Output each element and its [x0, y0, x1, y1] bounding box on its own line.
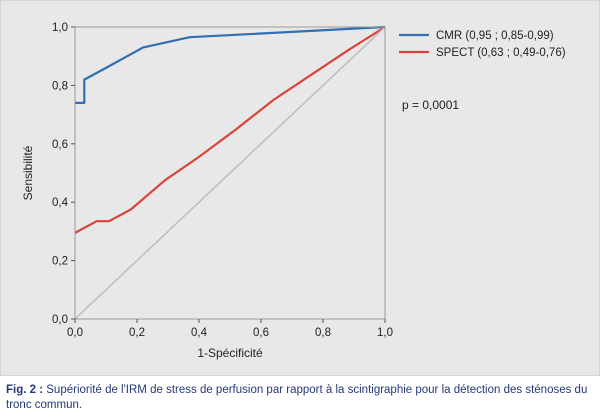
- x-tick-label: 0,2: [129, 327, 145, 339]
- legend-label: SPECT (0,63 ; 0,49-0,76): [436, 47, 566, 59]
- figure-panel: 0,0 0,2 0,4 0,6 0,8 1,0 0,0 0,2 0,4 0,6 0,8 1,0 1-S…: [0, 0, 600, 376]
- x-tick-label: 0,8: [315, 327, 331, 339]
- reference-diagonal-line: [74, 26, 386, 320]
- figure-caption: Fig. 2 : Supériorité de l'IRM de stress …: [6, 383, 594, 413]
- x-tick-label: 1,0: [377, 327, 393, 339]
- series-line-0: [75, 25, 386, 105]
- y-tick-label: 0,2: [52, 256, 68, 268]
- x-tick-label: 0,4: [191, 327, 208, 339]
- y-tick-label: 0,6: [52, 139, 68, 151]
- y-tick-label: 0,4: [52, 197, 69, 209]
- y-tick-label: 1,0: [52, 22, 68, 34]
- series-line-1: [74, 26, 386, 234]
- legend-label: CMR (0,95 ; 0,85-0,99): [436, 30, 554, 42]
- x-axis-label: 1-Spécificité: [197, 346, 263, 360]
- y-axis-label: Sensibilité: [21, 145, 35, 200]
- y-tick-label: 0,8: [52, 80, 68, 92]
- roc-chart: 0,0 0,2 0,4 0,6 0,8 1,0 0,0 0,2 0,4 0,6 0,8 1,0 1-S…: [21, 22, 566, 360]
- y-tick-label: 0,0: [52, 314, 68, 326]
- caption-text: Supériorité de l'IRM de stress de perfus…: [6, 384, 588, 411]
- p-value-annotation: p = 0,0001: [402, 98, 459, 112]
- x-tick-label: 0,0: [67, 327, 83, 339]
- x-tick-label: 0,6: [253, 327, 269, 339]
- plot-frame: [74, 26, 386, 320]
- caption-label: Fig. 2 :: [6, 384, 44, 396]
